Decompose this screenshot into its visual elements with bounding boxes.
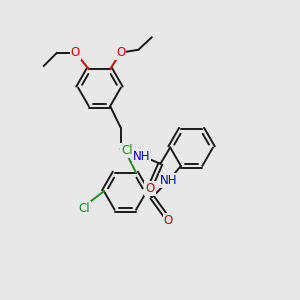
Text: NH: NH bbox=[133, 150, 150, 164]
Text: O: O bbox=[146, 182, 154, 195]
Text: O: O bbox=[116, 46, 125, 59]
Text: O: O bbox=[164, 214, 173, 226]
Text: NH: NH bbox=[160, 174, 177, 187]
Text: Cl: Cl bbox=[79, 202, 90, 215]
Text: O: O bbox=[71, 46, 80, 59]
Text: Cl: Cl bbox=[121, 144, 133, 157]
